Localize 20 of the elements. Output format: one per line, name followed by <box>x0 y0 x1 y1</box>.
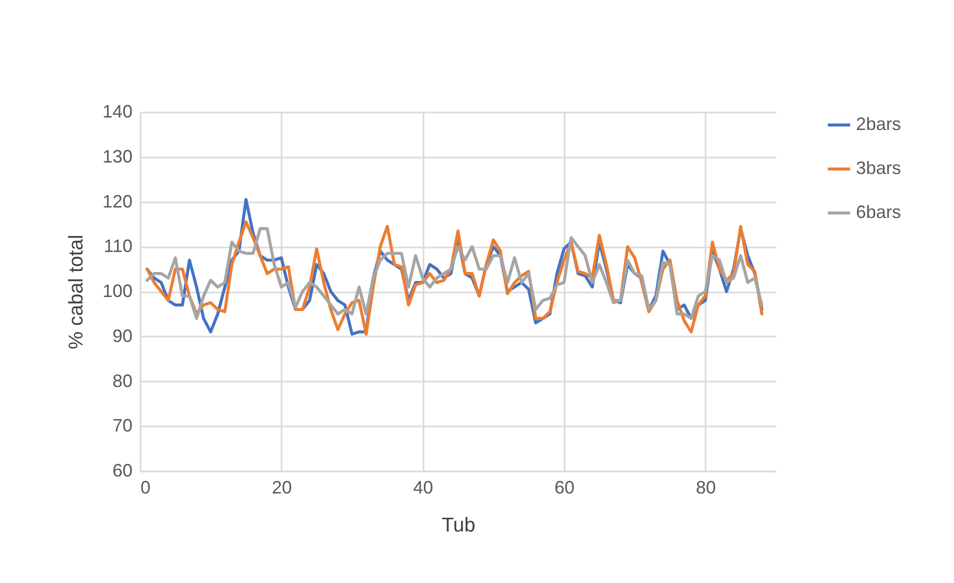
y-tick-label: 80 <box>112 370 132 391</box>
x-tick-label: 60 <box>554 478 575 498</box>
y-axis-title: % cabal total <box>65 234 88 350</box>
legend-label: 3bars <box>856 158 902 178</box>
y-tick-label: 130 <box>102 146 132 166</box>
y-tick-label: 110 <box>104 236 132 256</box>
legend-label: 6bars <box>856 202 902 222</box>
line-series <box>146 227 764 320</box>
x-tick-label: 40 <box>413 478 434 498</box>
x-tick-label: 80 <box>696 478 716 498</box>
x-tick-label: 0 <box>140 478 151 498</box>
y-tick-label: 140 <box>102 102 132 122</box>
x-axis-title: Tub <box>442 514 476 536</box>
y-tick-label: 120 <box>102 191 132 212</box>
legend-label: 2bars <box>856 114 902 134</box>
y-tick-label: 100 <box>102 281 132 301</box>
y-tick-label: 70 <box>112 416 132 436</box>
y-tick-label: 60 <box>112 460 132 480</box>
x-tick-label: 20 <box>272 478 292 498</box>
y-tick-label: 90 <box>112 326 132 346</box>
